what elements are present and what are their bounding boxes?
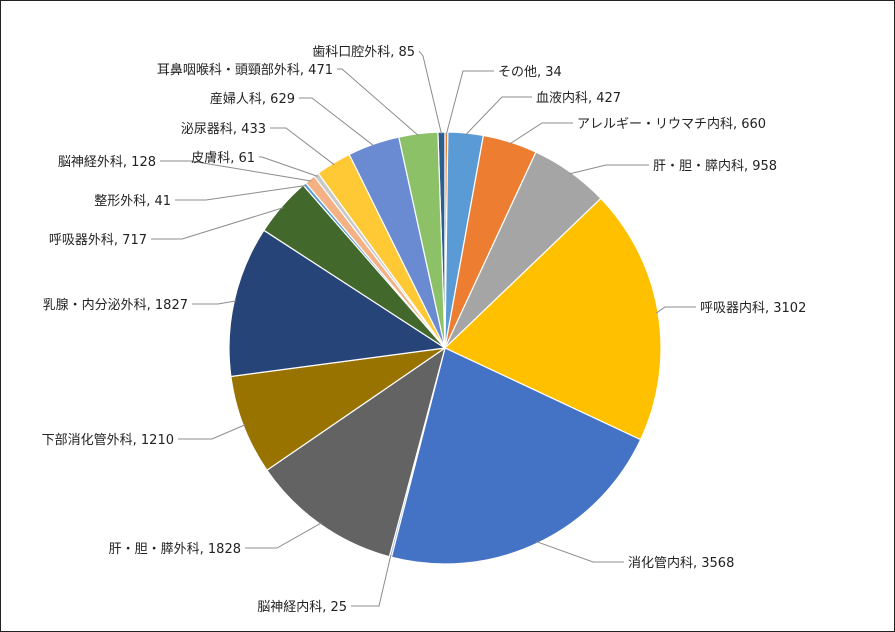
leader-line-18 xyxy=(418,50,442,135)
leader-line-12 xyxy=(175,185,306,201)
data-label-13: 脳神経外科, 128 xyxy=(58,155,156,170)
data-label-7: 脳神経内科, 25 xyxy=(257,599,347,615)
leader-line-7 xyxy=(351,554,392,607)
pie-slice-10 xyxy=(228,229,447,378)
leader-line-15 xyxy=(270,127,335,166)
leader-line-1 xyxy=(445,70,494,135)
data-label-9: 下部消化管外科, 1210 xyxy=(42,433,174,448)
data-label-12: 整形外科, 41 xyxy=(94,194,171,209)
pie-slice-17 xyxy=(398,131,446,349)
data-label-5: 呼吸器内科, 3102 xyxy=(700,300,806,316)
data-label-2: 血液内科, 427 xyxy=(536,90,621,106)
leader-line-8 xyxy=(245,522,322,549)
leader-line-9 xyxy=(178,424,246,440)
data-label-17: 耳鼻咽喉科・頭頸部外科, 471 xyxy=(157,62,333,78)
pie-slices xyxy=(228,131,662,565)
leader-line-10 xyxy=(192,300,237,305)
pie-slice-5 xyxy=(443,197,662,441)
leader-line-13 xyxy=(160,160,312,182)
pie-slice-6 xyxy=(390,347,642,565)
leader-line-3 xyxy=(509,122,573,145)
data-labels: 歯科口腔外科, 85 その他, 34 血液内科, 427 アレルギー・リウマチ内科, … xyxy=(42,45,807,615)
leader-lines xyxy=(151,50,696,607)
data-label-1: その他, 34 xyxy=(498,65,562,80)
data-label-4: 肝・胆・膵内科, 958 xyxy=(653,158,777,174)
leader-line-14 xyxy=(259,156,318,177)
leader-line-5 xyxy=(655,306,696,314)
leader-line-11 xyxy=(151,207,284,240)
leader-line-4 xyxy=(569,164,649,175)
data-label-10: 乳腺・内分泌外科, 1827 xyxy=(43,297,188,313)
data-label-6: 消化管内科, 3568 xyxy=(628,555,734,571)
leader-line-16 xyxy=(299,97,375,147)
data-label-11: 呼吸器外科, 717 xyxy=(49,233,147,248)
leader-line-17 xyxy=(337,68,419,137)
data-label-15: 泌尿器科, 433 xyxy=(181,122,266,137)
leader-line-6 xyxy=(536,541,624,563)
data-label-16: 産婦人科, 629 xyxy=(210,91,295,107)
data-label-3: アレルギー・リウマチ内科, 660 xyxy=(577,116,766,132)
data-label-8: 肝・胆・膵外科, 1828 xyxy=(109,542,241,557)
pie-slice-8 xyxy=(266,346,446,558)
data-label-14: 皮膚科, 61 xyxy=(191,150,255,166)
leader-line-2 xyxy=(465,96,532,136)
data-label-18: 歯科口腔外科, 85 xyxy=(312,45,415,60)
